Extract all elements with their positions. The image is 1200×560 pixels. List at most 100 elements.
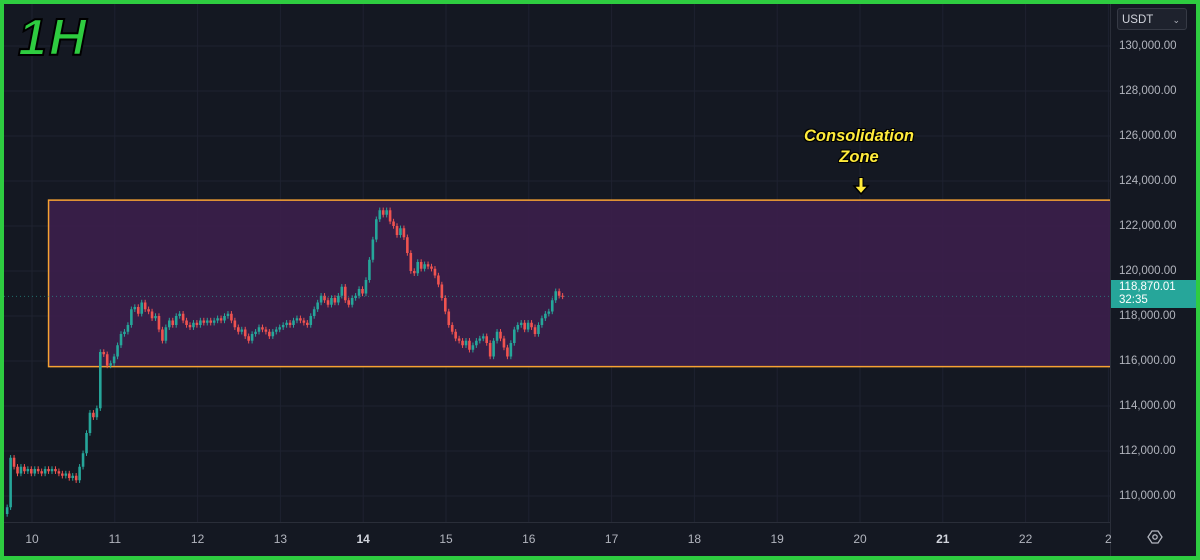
candle-body bbox=[150, 311, 154, 319]
candle-countdown: 32:35 bbox=[1119, 294, 1148, 306]
candle-body bbox=[295, 318, 299, 321]
candle-body bbox=[136, 307, 140, 314]
time-tick-label: 15 bbox=[439, 532, 453, 546]
candle-body bbox=[537, 325, 540, 334]
candle-body bbox=[302, 320, 306, 323]
candle-body bbox=[147, 309, 150, 312]
candle-body bbox=[347, 300, 351, 305]
candle-body bbox=[264, 329, 268, 332]
candle-body bbox=[550, 300, 554, 312]
candle-body bbox=[323, 295, 326, 301]
settings-icon[interactable] bbox=[1147, 529, 1163, 548]
candle-body bbox=[199, 320, 202, 325]
candle-body bbox=[74, 475, 78, 481]
candle-body bbox=[444, 298, 447, 312]
price-chart[interactable] bbox=[4, 4, 1110, 522]
candle-body bbox=[402, 228, 406, 238]
candle-body bbox=[268, 331, 271, 337]
price-tick-label: 112,000.00 bbox=[1119, 445, 1176, 457]
candle-body bbox=[450, 325, 454, 332]
candle-body bbox=[67, 473, 71, 478]
candle-body bbox=[81, 453, 85, 467]
candle-body bbox=[226, 313, 230, 316]
candle-body bbox=[123, 331, 126, 334]
candle-body bbox=[299, 318, 302, 321]
candle-body bbox=[519, 322, 523, 325]
candle-body bbox=[164, 327, 168, 341]
candle-body bbox=[250, 334, 254, 341]
candle-body bbox=[312, 309, 316, 316]
candle-body bbox=[316, 302, 319, 310]
candle-body bbox=[54, 469, 57, 472]
candle-body bbox=[26, 469, 30, 472]
candle-body bbox=[381, 210, 385, 215]
candle-body bbox=[130, 309, 133, 325]
currency-selector[interactable]: USDT ⌄ bbox=[1117, 8, 1187, 30]
candle-body bbox=[12, 457, 16, 467]
candle-body bbox=[9, 457, 12, 508]
candle-body bbox=[119, 334, 123, 346]
candle-body bbox=[243, 329, 247, 337]
candle-body bbox=[454, 331, 457, 339]
candle-body bbox=[471, 345, 475, 350]
candle-body bbox=[388, 210, 392, 222]
time-tick-label: 10 bbox=[25, 532, 39, 546]
candle-body bbox=[392, 221, 395, 226]
consolidation-zone-annotation: Consolidation Zone bbox=[774, 126, 944, 168]
candle-body bbox=[99, 352, 102, 409]
candle-body bbox=[5, 507, 9, 514]
candle-body bbox=[230, 313, 233, 321]
time-tick-label: 16 bbox=[522, 532, 536, 546]
candle-body bbox=[430, 266, 433, 269]
candle-body bbox=[412, 271, 416, 274]
price-tick-label: 128,000.00 bbox=[1119, 85, 1177, 97]
candle-body bbox=[71, 475, 75, 478]
candle-body bbox=[133, 307, 137, 310]
candle-body bbox=[105, 354, 109, 366]
candle-body bbox=[64, 473, 68, 476]
candle-body bbox=[350, 298, 354, 305]
candle-body bbox=[109, 363, 112, 366]
time-tick-label: 14 bbox=[356, 532, 370, 546]
candle-body bbox=[409, 253, 413, 271]
candle-body bbox=[343, 286, 347, 301]
candle-body bbox=[337, 295, 340, 303]
candle-body bbox=[557, 291, 561, 296]
candle-body bbox=[509, 343, 513, 357]
candle-body bbox=[274, 329, 278, 332]
time-tick-label: 20 bbox=[853, 532, 867, 546]
candle-body bbox=[485, 336, 489, 343]
time-axis[interactable]: 10 11 12 13 14 15 16 17 18 19 20 21 22 2 bbox=[4, 522, 1112, 556]
price-tick-label: 110,000.00 bbox=[1119, 490, 1176, 502]
candle-body bbox=[495, 331, 499, 341]
candle-body bbox=[281, 325, 285, 328]
candle-body bbox=[212, 320, 216, 323]
candle-body bbox=[126, 325, 130, 332]
candle-body bbox=[16, 466, 19, 474]
candle-body bbox=[488, 343, 492, 357]
candle-body bbox=[174, 316, 178, 325]
candle-body bbox=[209, 320, 213, 323]
candle-body bbox=[506, 347, 509, 357]
annotation-line-2: Zone bbox=[839, 148, 879, 166]
candle-body bbox=[161, 329, 164, 341]
candle-body bbox=[399, 228, 402, 235]
candle-body bbox=[50, 469, 54, 472]
price-tick-label: 124,000.00 bbox=[1119, 175, 1177, 187]
candle-body bbox=[326, 300, 330, 305]
time-tick-label: 18 bbox=[687, 532, 702, 546]
time-tick-label: 12 bbox=[190, 532, 205, 546]
candle-body bbox=[354, 295, 357, 298]
candle-body bbox=[478, 338, 482, 341]
candle-body bbox=[499, 331, 502, 339]
candle-body bbox=[154, 316, 157, 319]
candle-body bbox=[375, 219, 378, 240]
candle-body bbox=[219, 318, 223, 321]
candle-body bbox=[257, 327, 261, 332]
candle-body bbox=[516, 325, 520, 330]
candle-body bbox=[364, 280, 368, 294]
candle-body bbox=[309, 316, 313, 325]
price-axis[interactable]: USDT ⌄ 130,000.00 128,000.00 126,000.00 124… bbox=[1110, 4, 1196, 556]
candle-body bbox=[202, 320, 206, 323]
candle-body bbox=[171, 320, 175, 325]
